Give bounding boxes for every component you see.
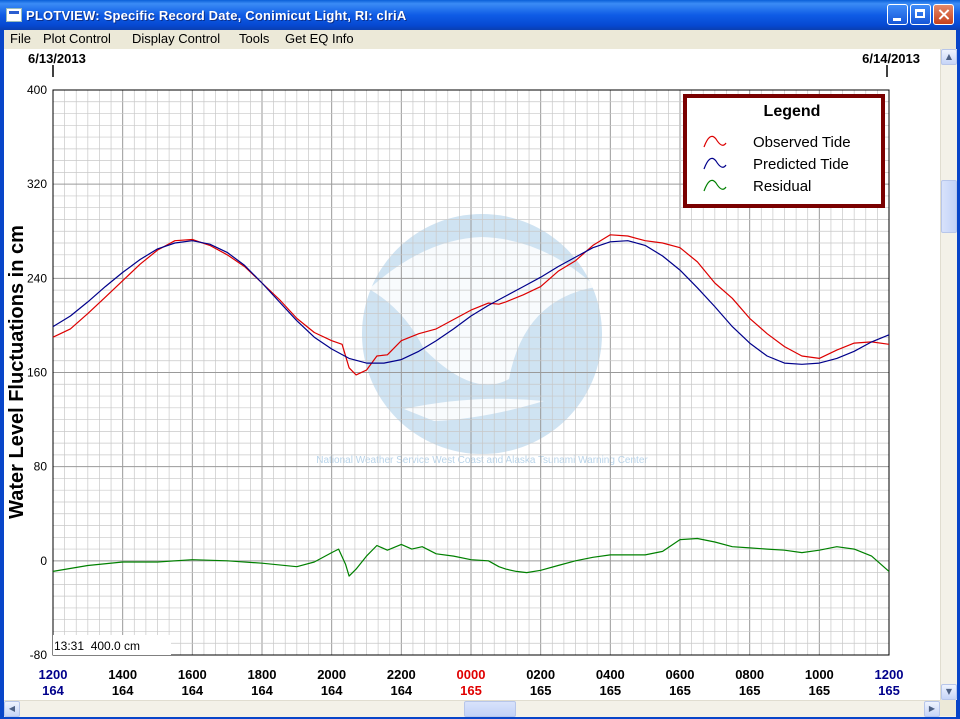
legend-entry-observed: Observed Tide xyxy=(753,134,851,151)
plot-area: National Weather Service West Coast and … xyxy=(4,49,940,700)
x-tick-hour-label: 1000 xyxy=(805,667,834,682)
x-tick-day-label: 165 xyxy=(808,683,830,698)
title-bar[interactable]: PLOTVIEW: Specific Record Date, Conimicu… xyxy=(0,0,960,30)
y-tick-label: 240 xyxy=(27,271,47,285)
legend-title: Legend xyxy=(764,103,821,120)
vertical-scroll-thumb[interactable] xyxy=(941,180,957,233)
close-button[interactable] xyxy=(933,4,954,25)
window-title: PLOTVIEW: Specific Record Date, Conimicu… xyxy=(26,8,407,23)
menu-display-control[interactable]: Display Control xyxy=(132,31,221,46)
x-tick-day-label: 165 xyxy=(878,683,900,698)
x-tick-day-label: 165 xyxy=(460,683,482,698)
menu-tools[interactable]: Tools xyxy=(239,31,270,46)
y-tick-label: 160 xyxy=(27,366,47,380)
x-tick-day-label: 164 xyxy=(321,683,343,698)
vertical-scrollbar[interactable]: ▲ ▼ xyxy=(940,49,957,700)
horizontal-scrollbar[interactable]: ◀ ▶ xyxy=(4,700,956,717)
horizontal-scroll-thumb[interactable] xyxy=(464,701,516,717)
legend-swatch-predicted xyxy=(703,157,727,170)
x-tick-day-label: 164 xyxy=(112,683,134,698)
x-tick-hour-label: 0800 xyxy=(735,667,764,682)
legend-entry-predicted: Predicted Tide xyxy=(753,156,849,173)
legend: Legend Observed Tide Predicted Tide Resi… xyxy=(683,94,885,208)
menu-get-eq-info[interactable]: Get EQ Info xyxy=(285,31,354,46)
legend-swatch-observed xyxy=(703,135,727,148)
x-tick-hour-label: 1800 xyxy=(248,667,277,682)
x-tick-day-label: 164 xyxy=(251,683,273,698)
x-tick-day-label: 165 xyxy=(530,683,552,698)
scroll-up-arrow-icon[interactable]: ▲ xyxy=(941,49,957,65)
plot-frame xyxy=(52,89,890,656)
x-tick-hour-label: 0400 xyxy=(596,667,625,682)
menu-file[interactable]: File xyxy=(10,31,31,46)
y-tick-label: 400 xyxy=(27,83,47,97)
x-tick-hour-label: 1200 xyxy=(875,667,904,682)
series-lines xyxy=(52,234,890,577)
x-tick-day-label: 164 xyxy=(390,683,412,698)
scroll-right-arrow-icon[interactable]: ▶ xyxy=(924,701,940,717)
start-date-label: 6/13/2013 xyxy=(28,51,86,66)
x-tick-hour-label: 1600 xyxy=(178,667,207,682)
window-frame-bottom xyxy=(0,716,960,719)
x-tick-day-label: 165 xyxy=(599,683,621,698)
x-tick-day-label: 164 xyxy=(181,683,203,698)
y-tick-label: 0 xyxy=(40,554,47,568)
x-tick-labels: 1200164140016416001641800164200016422001… xyxy=(39,667,904,698)
end-date-label: 6/14/2013 xyxy=(862,51,920,66)
x-tick-hour-label: 0000 xyxy=(457,667,486,682)
legend-entry-residual: Residual xyxy=(753,178,811,195)
y-tick-label: 80 xyxy=(34,460,48,474)
minimize-button[interactable] xyxy=(887,4,908,25)
scroll-down-arrow-icon[interactable]: ▼ xyxy=(941,684,957,700)
x-tick-hour-label: 2000 xyxy=(317,667,346,682)
x-tick-hour-label: 0600 xyxy=(666,667,695,682)
x-tick-day-label: 164 xyxy=(42,683,64,698)
app-icon xyxy=(6,8,22,22)
x-tick-hour-label: 1400 xyxy=(108,667,137,682)
x-tick-day-label: 165 xyxy=(669,683,691,698)
resize-grip[interactable] xyxy=(940,700,956,716)
legend-swatch-residual xyxy=(703,179,727,192)
cursor-readout: 13:31 400.0 cm xyxy=(54,639,140,653)
predicted-tide-line xyxy=(52,240,890,365)
window-frame-right xyxy=(956,30,960,719)
maximize-button[interactable] xyxy=(910,4,931,25)
y-tick-label: -80 xyxy=(30,648,48,662)
menu-plot-control[interactable]: Plot Control xyxy=(43,31,111,46)
x-tick-hour-label: 2200 xyxy=(387,667,416,682)
y-tick-label: 320 xyxy=(27,177,47,191)
y-tick-labels: -80 0 80 160 240 320 400 xyxy=(27,83,47,662)
window-frame-left xyxy=(0,30,4,719)
menu-bar: File Plot Control Display Control Tools … xyxy=(0,30,960,49)
tide-chart[interactable]: National Weather Service West Coast and … xyxy=(4,49,940,700)
x-tick-hour-label: 0200 xyxy=(526,667,555,682)
x-tick-day-label: 165 xyxy=(739,683,761,698)
scroll-left-arrow-icon[interactable]: ◀ xyxy=(4,701,20,717)
y-axis-label: Water Level Fluctuations in cm xyxy=(6,225,28,519)
readout-box xyxy=(53,635,171,655)
x-tick-hour-label: 1200 xyxy=(39,667,68,682)
residual-line xyxy=(52,537,890,577)
